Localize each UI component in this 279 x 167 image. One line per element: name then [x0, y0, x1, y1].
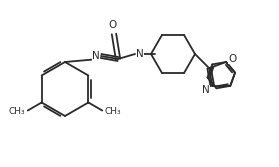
Text: CH₃: CH₃: [9, 107, 25, 116]
Text: N: N: [92, 51, 100, 61]
Text: O: O: [109, 20, 117, 30]
Text: N: N: [202, 85, 210, 95]
Text: N: N: [136, 49, 144, 59]
Text: O: O: [228, 54, 236, 64]
Text: CH₃: CH₃: [105, 107, 121, 116]
